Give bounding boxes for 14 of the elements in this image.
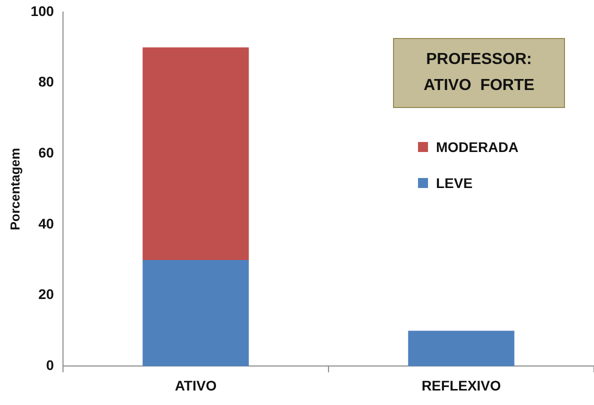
legend-label: MODERADA xyxy=(436,139,518,155)
y-axis-title: Porcentagem xyxy=(7,148,22,230)
y-tick-label: 20 xyxy=(38,286,54,302)
x-tick-label: REFLEXIVO xyxy=(422,377,502,394)
bar xyxy=(408,330,514,366)
x-tick-label: ATIVO xyxy=(174,377,217,394)
bar xyxy=(142,47,249,260)
y-tick-label: 60 xyxy=(38,144,54,161)
y-tick-label: 0 xyxy=(46,357,54,374)
bar xyxy=(142,260,249,366)
y-tick-label: 80 xyxy=(38,74,54,90)
y-tick-label: 40 xyxy=(38,215,54,232)
legend-label: LEVE xyxy=(436,175,473,191)
y-tick-label: 100 xyxy=(30,2,54,19)
